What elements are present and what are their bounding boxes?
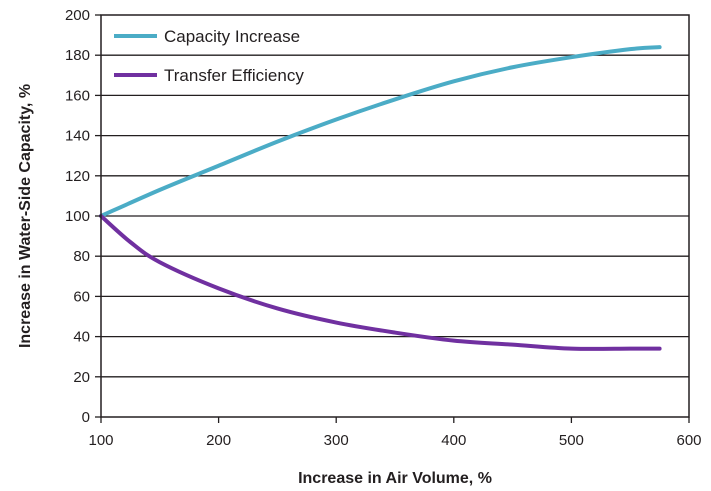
x-tick-label: 300 [324, 432, 349, 449]
x-tick-label: 100 [88, 432, 113, 449]
y-tick-label: 200 [65, 7, 90, 24]
series-line-capacity-increase [99, 45, 662, 218]
legend-label: Capacity Increase [164, 27, 300, 46]
y-tick-label: 160 [65, 87, 90, 104]
x-tick-label: 600 [676, 432, 701, 449]
gridlines [101, 54, 689, 378]
legend: Capacity Increase Transfer Efficiency [114, 27, 304, 85]
series-lines [99, 45, 662, 351]
y-tick-label: 140 [65, 128, 90, 145]
x-tick-label: 400 [441, 432, 466, 449]
x-axis-title: Increase in Air Volume, % [298, 470, 492, 487]
y-tick-label: 100 [65, 208, 90, 225]
y-tick-label: 180 [65, 47, 90, 64]
y-tick-label: 80 [73, 248, 90, 265]
y-tick-label: 0 [82, 409, 90, 426]
axis-ticks: 0 20 40 60 80 100 120 140 160 180 200 100 200 300 400 5… [65, 7, 702, 449]
y-tick-label: 120 [65, 168, 90, 185]
y-axis-title: Increase in Water-Side Capacity, % [17, 84, 34, 348]
y-tick-label: 60 [73, 288, 90, 305]
y-tick-label: 40 [73, 329, 90, 346]
series-line-transfer-efficiency [99, 214, 662, 351]
y-tick-label: 20 [73, 369, 90, 386]
legend-label: Transfer Efficiency [164, 66, 304, 85]
x-tick-label: 200 [206, 432, 231, 449]
x-tick-label: 500 [559, 432, 584, 449]
